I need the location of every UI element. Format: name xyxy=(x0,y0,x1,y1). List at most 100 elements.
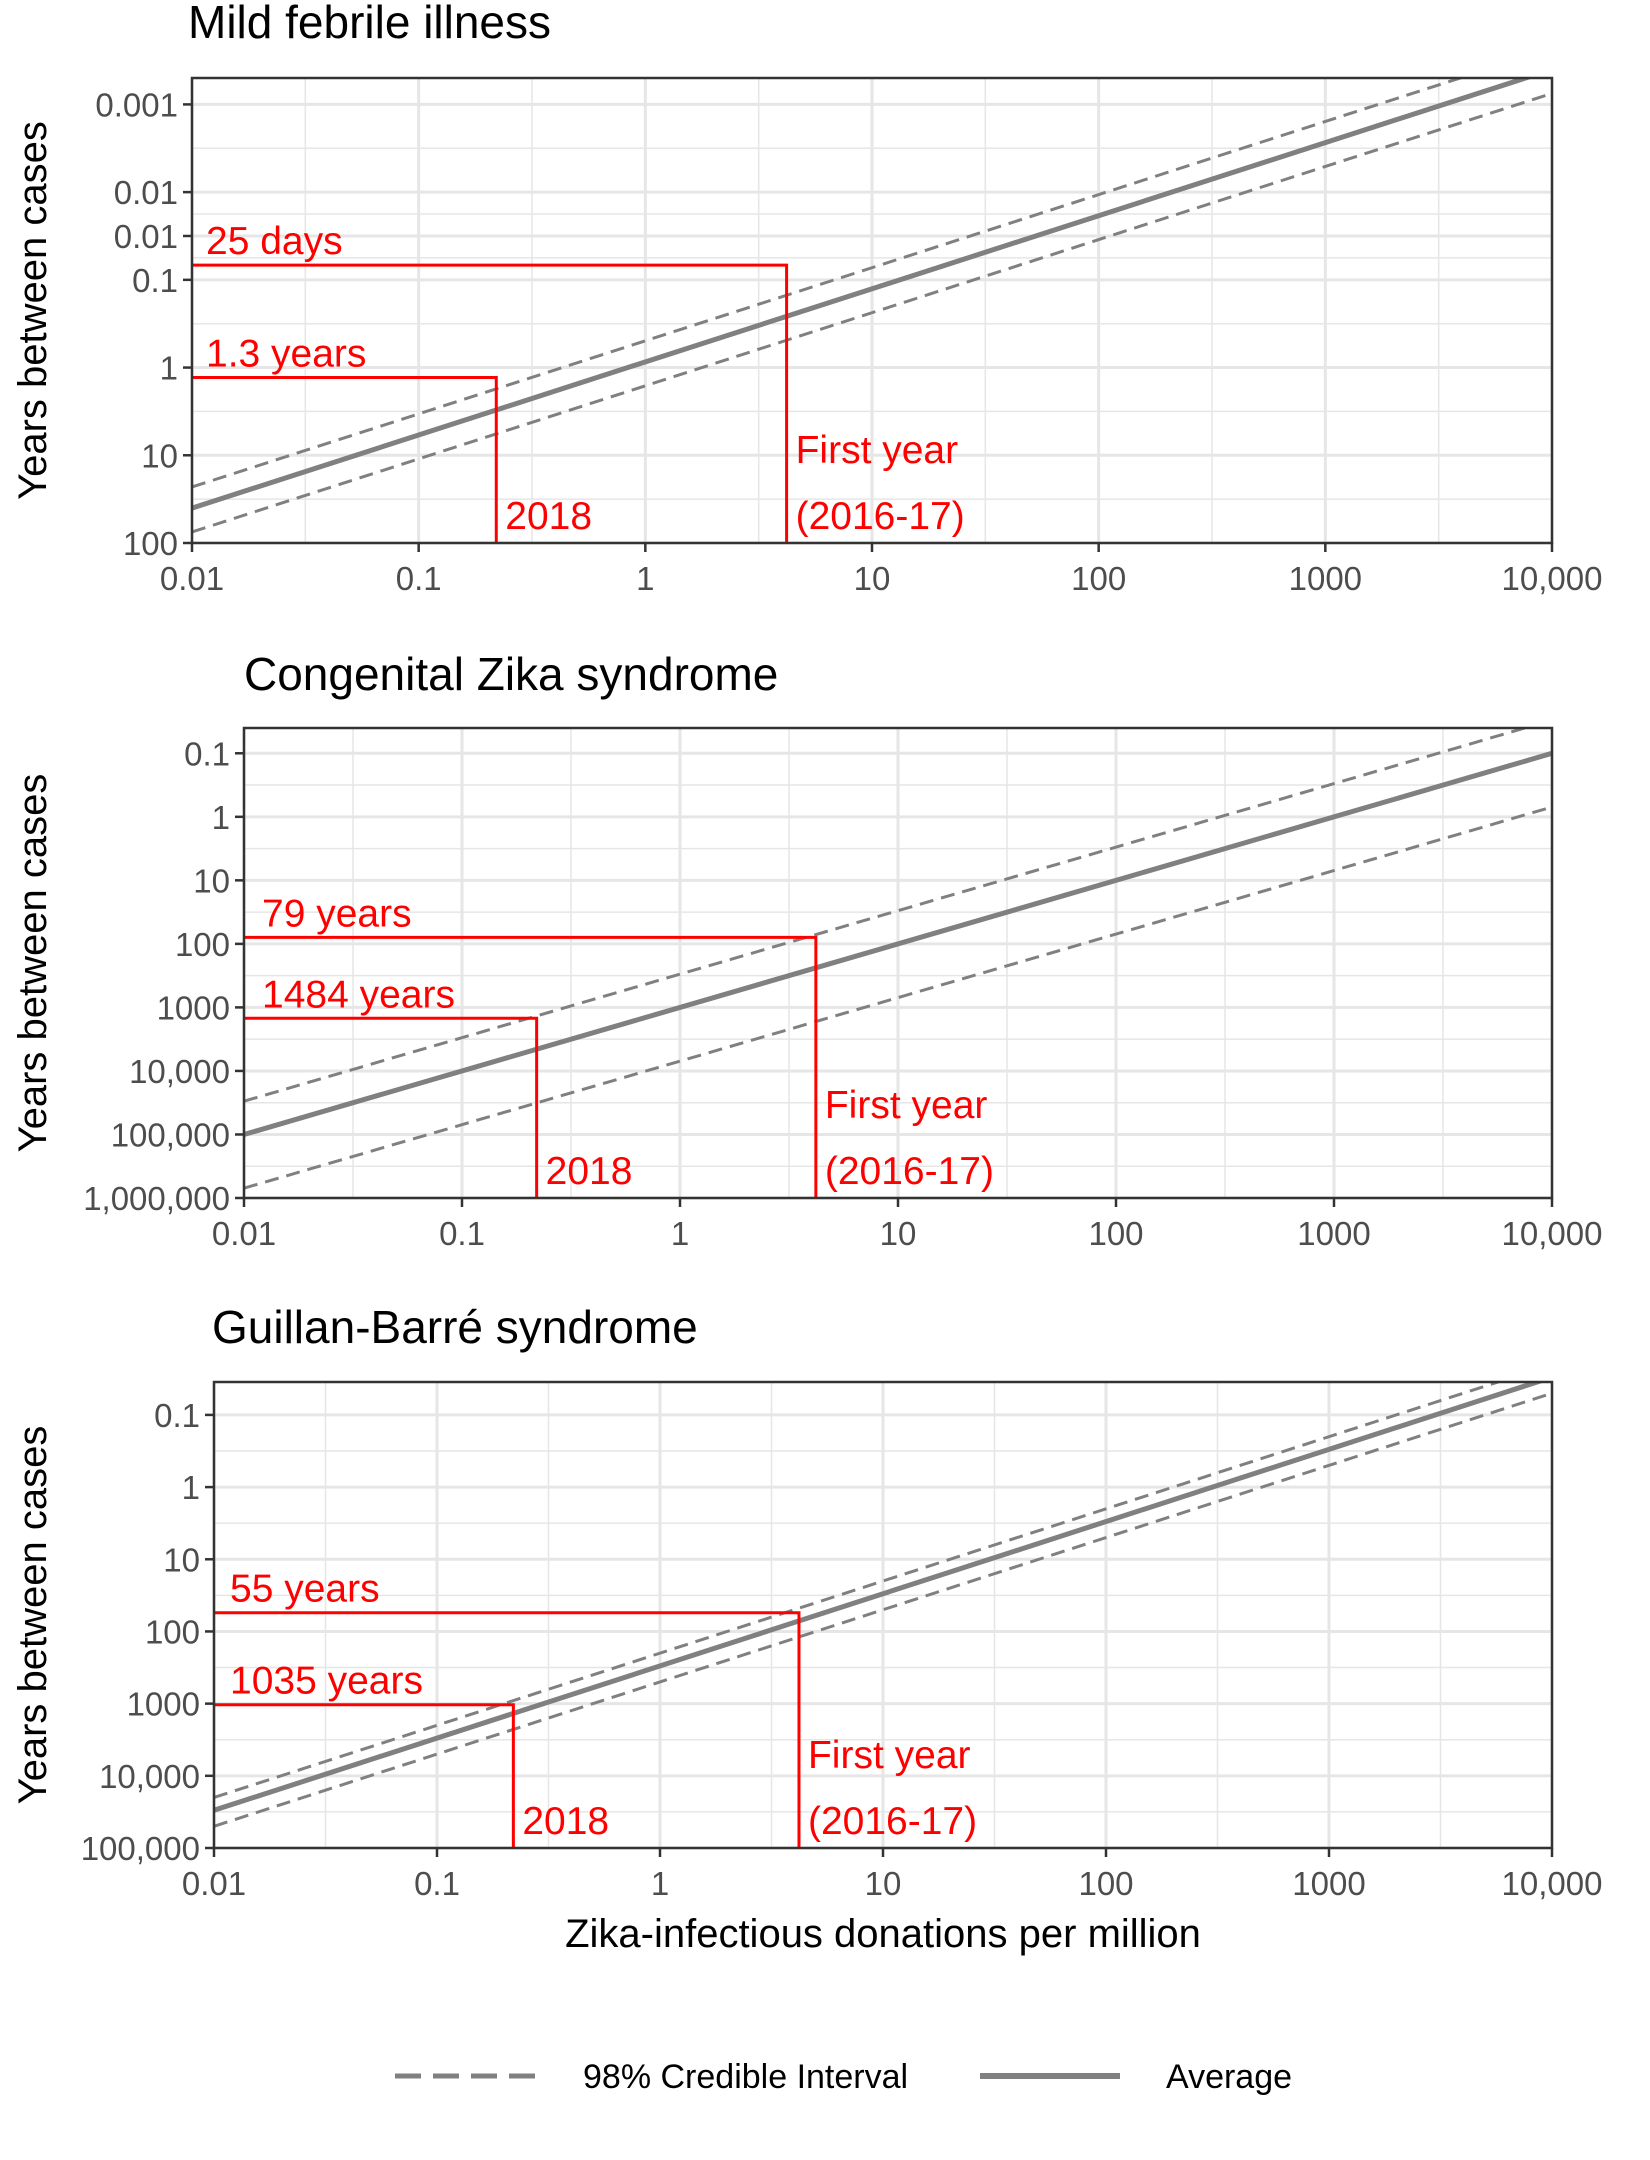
y-tick-label: 100 xyxy=(123,525,178,562)
legend: 98% Credible Interval Average xyxy=(395,2058,1292,2096)
series-group xyxy=(192,78,1552,534)
annotation-marker-label: 2018 xyxy=(522,1800,609,1843)
panel-3: 1035 years 2018 55 years First year (2016-17… xyxy=(11,1301,1602,1956)
y-axis: 100,000 10,000 1000 100 10 1 0.1 xyxy=(81,1397,214,1867)
x-tick-label: 10 xyxy=(865,1865,902,1902)
annotation-marker-label: First year xyxy=(808,1734,971,1777)
panel-1: 1.3 years 2018 25 days First year (2016-17) 0… xyxy=(11,0,1602,597)
y-tick-label: 1000 xyxy=(127,1686,200,1723)
x-tick-label: 0.1 xyxy=(396,560,442,597)
annotation-step-line xyxy=(192,263,789,543)
annotations: 1035 years 2018 55 years First year (2016-17… xyxy=(214,1568,977,1848)
x-tick-label: 0.01 xyxy=(182,1865,246,1902)
x-tick-label: 10 xyxy=(854,560,891,597)
x-axis: 0.01 0.1 1 10 100 1000 10,000 xyxy=(160,543,1603,597)
y-axis-label: Years between cases xyxy=(11,1426,55,1805)
x-tick-label: 1 xyxy=(651,1865,669,1902)
chart-title: Guillan-Barré syndrome xyxy=(212,1301,698,1353)
x-tick-label: 100 xyxy=(1071,560,1126,597)
annotation-label: 55 years xyxy=(230,1568,380,1611)
series-group xyxy=(244,728,1552,1190)
x-tick-label: 10 xyxy=(880,1215,917,1252)
annotation-step-line xyxy=(244,935,818,1198)
y-tick-label: 10 xyxy=(163,1541,200,1578)
y-tick-label: 100 xyxy=(145,1613,200,1650)
x-tick-label: 10,000 xyxy=(1502,1865,1603,1902)
series-average-line xyxy=(192,78,1534,511)
y-tick-label: 100,000 xyxy=(111,1116,230,1153)
series-credible-interval-line xyxy=(244,728,1531,1103)
y-axis-label: Years between cases xyxy=(11,774,55,1153)
x-tick-label: 10,000 xyxy=(1502,1215,1603,1252)
annotation-marker-label: (2016-17) xyxy=(825,1150,994,1193)
y-tick-label: 0.01 xyxy=(114,174,178,211)
series-credible-interval-line xyxy=(192,78,1466,489)
y-tick-label: 10,000 xyxy=(129,1053,230,1090)
series-group xyxy=(214,1382,1552,1828)
annotation-marker-label: 2018 xyxy=(505,495,592,538)
annotation-step-line xyxy=(192,376,498,543)
y-axis: 1,000,000 100,000 10,000 1000 100 10 1 0.1 xyxy=(83,735,244,1217)
annotation-step-line xyxy=(214,1611,801,1848)
annotation-marker-label: (2016-17) xyxy=(808,1800,977,1843)
y-tick-label: 0.01 xyxy=(114,218,178,255)
x-axis: 0.01 0.1 1 10 100 1000 10,000 xyxy=(212,1198,1603,1252)
y-tick-label: 0.1 xyxy=(154,1397,200,1434)
series-credible-interval-line xyxy=(214,1382,1503,1799)
y-tick-label: 0.001 xyxy=(95,86,178,123)
series-average-line xyxy=(244,750,1552,1137)
series-credible-interval-line xyxy=(192,91,1552,534)
y-tick-label: 1,000,000 xyxy=(83,1180,230,1217)
legend-label-average: Average xyxy=(1166,2058,1292,2096)
series-credible-interval-line xyxy=(244,805,1552,1190)
annotation-marker-label: First year xyxy=(796,429,959,472)
y-tick-label: 0.1 xyxy=(184,735,230,772)
annotation-label: 1484 years xyxy=(262,973,455,1016)
x-tick-label: 100 xyxy=(1078,1865,1133,1902)
y-tick-label: 10 xyxy=(141,437,178,474)
y-tick-label: 10,000 xyxy=(99,1758,200,1795)
x-tick-label: 0.1 xyxy=(414,1865,460,1902)
series-credible-interval-line xyxy=(214,1391,1552,1828)
x-tick-label: 0.01 xyxy=(160,560,224,597)
x-tick-label: 1000 xyxy=(1292,1865,1365,1902)
annotation-marker-label: First year xyxy=(825,1084,988,1127)
annotation-label: 1035 years xyxy=(230,1660,423,1703)
annotation-label: 79 years xyxy=(262,892,412,935)
y-tick-label: 1 xyxy=(160,350,178,387)
annotation-label: 25 days xyxy=(206,220,343,263)
y-tick-label: 1 xyxy=(182,1469,200,1506)
y-tick-label: 100 xyxy=(175,926,230,963)
x-tick-label: 1 xyxy=(636,560,654,597)
x-tick-label: 0.01 xyxy=(212,1215,276,1252)
y-tick-label: 100,000 xyxy=(81,1830,200,1867)
series-average-line xyxy=(214,1382,1546,1813)
y-tick-label: 0.1 xyxy=(132,262,178,299)
x-tick-label: 1000 xyxy=(1289,560,1362,597)
chart-title: Mild febrile illness xyxy=(188,0,551,48)
annotation-step-line xyxy=(214,1703,515,1848)
y-tick-label: 1000 xyxy=(157,989,230,1026)
x-tick-label: 10,000 xyxy=(1502,560,1603,597)
x-tick-label: 1000 xyxy=(1297,1215,1370,1252)
x-axis: 0.01 0.1 1 10 100 1000 10,000 xyxy=(182,1848,1603,1902)
annotation-step-line xyxy=(244,1016,539,1198)
panel-2: 1484 years 2018 79 years First year (2016-17… xyxy=(11,648,1602,1252)
y-axis-label: Years between cases xyxy=(11,121,55,500)
annotation-marker-label: (2016-17) xyxy=(796,495,965,538)
x-tick-label: 100 xyxy=(1088,1215,1143,1252)
x-tick-label: 0.1 xyxy=(439,1215,485,1252)
y-tick-label: 10 xyxy=(193,862,230,899)
legend-label-credible-interval: 98% Credible Interval xyxy=(583,2058,908,2096)
annotation-marker-label: 2018 xyxy=(546,1150,633,1193)
x-tick-label: 1 xyxy=(671,1215,689,1252)
y-axis: 100 10 1 0.1 0.01 0.01 0.001 xyxy=(95,86,192,562)
annotation-label: 1.3 years xyxy=(206,333,366,376)
x-axis-label: Zika-infectious donations per million xyxy=(565,1912,1201,1956)
annotations: 1484 years 2018 79 years First year (2016-17… xyxy=(244,892,994,1198)
chart-title: Congenital Zika syndrome xyxy=(244,648,778,700)
annotations: 1.3 years 2018 25 days First year (2016-17) xyxy=(192,220,965,543)
y-tick-label: 1 xyxy=(212,799,230,836)
gridlines xyxy=(242,728,1554,1200)
